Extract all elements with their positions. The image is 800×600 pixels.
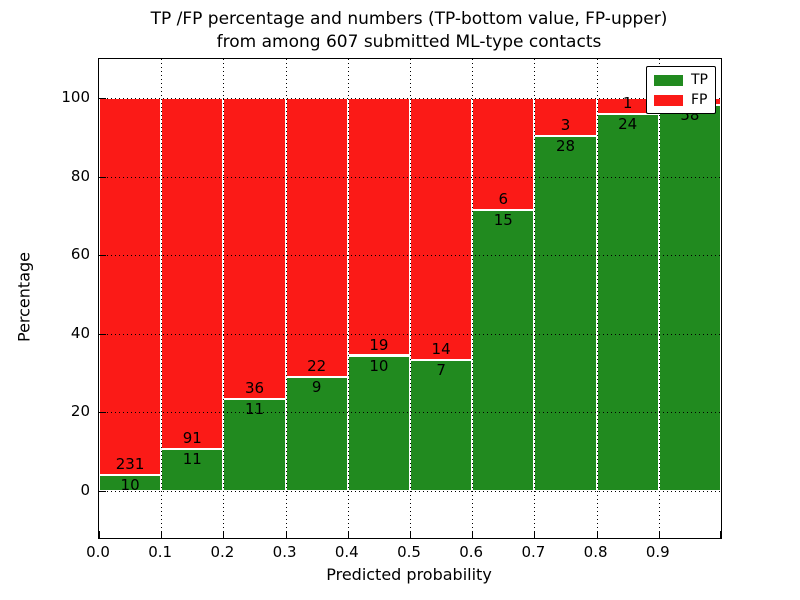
chart-title-line2: from among 607 submitted ML-type contact… (216, 32, 602, 52)
plot-area: TP FP 2311091113611229191014761532812415… (98, 58, 722, 539)
bar-label-tp: 11 (244, 400, 265, 418)
bar-segment-fp (285, 98, 348, 377)
y-tick-label: 0 (80, 480, 90, 499)
bar-label-tp: 10 (369, 356, 389, 375)
v-gridline (161, 59, 163, 538)
x-tick-mark (410, 531, 411, 538)
bar-segment-tp (99, 474, 162, 491)
x-tick-label: 0.2 (210, 543, 235, 561)
x-tick-mark (161, 531, 163, 538)
x-tick-mark (472, 531, 474, 538)
y-tick-label: 80 (70, 166, 90, 185)
x-tick-mark (534, 531, 536, 538)
bar-label-fp: 231 (115, 454, 145, 473)
bar-label-fp: 91 (182, 428, 202, 447)
tp-legend-swatch (654, 74, 683, 86)
bar-label-fp: 36 (244, 379, 265, 397)
x-tick-label: 0.9 (645, 543, 670, 561)
bar-segment-tp (347, 355, 410, 491)
x-tick-label: 0.6 (459, 543, 484, 561)
bar-segment-fp (347, 98, 410, 356)
chart-title-line1: TP /FP percentage and numbers (TP-bottom… (150, 9, 668, 29)
v-gridline (285, 59, 287, 538)
bar-segment-tp (223, 399, 286, 491)
bar-label-tp: 7 (436, 361, 446, 380)
y-tick-label: 100 (61, 88, 90, 107)
bar-segment-fp (223, 98, 286, 399)
v-gridline (347, 59, 349, 538)
x-tick-label: 0.1 (148, 543, 173, 561)
x-tick-mark (658, 531, 660, 538)
bar-label-tp: 11 (182, 449, 202, 468)
chart-title: TP /FP percentage and numbers (TP-bottom… (98, 8, 720, 54)
x-tick-label: 0.5 (397, 543, 421, 561)
bar-segment-tp (161, 448, 224, 491)
x-tick-mark (720, 531, 721, 538)
v-gridline (534, 59, 536, 538)
y-tick-label: 60 (70, 245, 90, 264)
x-axis-label: Predicted probability (326, 565, 492, 584)
x-tick-mark (285, 531, 287, 538)
tp-legend-label: TP (691, 72, 708, 88)
bar-segment-fp (161, 98, 224, 449)
bar-label-fp: 1 (622, 93, 633, 112)
fp-legend-swatch (654, 94, 683, 106)
bar-label-fp: 22 (307, 356, 327, 375)
y-tick-mark (99, 255, 106, 257)
y-axis-label: Percentage (14, 251, 34, 343)
x-tick-label: 0.4 (334, 543, 359, 561)
y-tick-mark (99, 176, 106, 178)
legend-entry-tp: TP (654, 73, 708, 87)
bar-label-tp: 24 (618, 114, 638, 133)
legend-entry-fp: FP (654, 93, 708, 107)
x-tick-label: 0.0 (86, 543, 110, 561)
x-tick-label: 0.3 (272, 543, 297, 561)
bar-label-fp: 14 (431, 340, 451, 359)
x-tick-label: 0.7 (521, 543, 546, 561)
x-tick-label: 0.8 (583, 543, 608, 561)
y-tick-mark (99, 412, 106, 414)
y-tick-label: 20 (70, 402, 90, 421)
legend: TP FP (646, 66, 716, 114)
x-tick-mark (347, 531, 349, 538)
bar-label-tp: 9 (311, 377, 322, 396)
bar-label-tp: 15 (493, 211, 513, 230)
y-tick-mark (99, 490, 106, 492)
bar-segment-tp (410, 360, 473, 491)
v-gridline (223, 59, 225, 538)
y-tick-mark (99, 333, 106, 335)
bar-segment-fp (410, 98, 473, 360)
v-gridline (658, 59, 660, 538)
v-gridline (596, 59, 598, 538)
bar-label-tp: 10 (120, 475, 140, 494)
v-gridline (410, 59, 411, 538)
y-tick-mark (99, 98, 106, 100)
x-tick-mark (99, 531, 100, 538)
v-gridline (472, 59, 474, 538)
x-tick-mark (596, 531, 598, 538)
bar-label-tp: 28 (555, 137, 576, 156)
y-tick-label: 40 (70, 323, 90, 342)
bar-segment-fp (99, 98, 162, 475)
bar-segment-tp (472, 210, 535, 491)
x-tick-mark (223, 531, 225, 538)
fp-legend-label: FP (691, 92, 708, 108)
bar-label-fp: 6 (498, 190, 509, 209)
bar-label-fp: 19 (369, 335, 389, 354)
bar-segment-tp (285, 376, 348, 491)
bar-segment-tp (596, 113, 659, 491)
bar-segment-tp (658, 104, 721, 491)
bar-label-fp: 3 (560, 116, 571, 135)
bar-segment-tp (534, 136, 597, 491)
